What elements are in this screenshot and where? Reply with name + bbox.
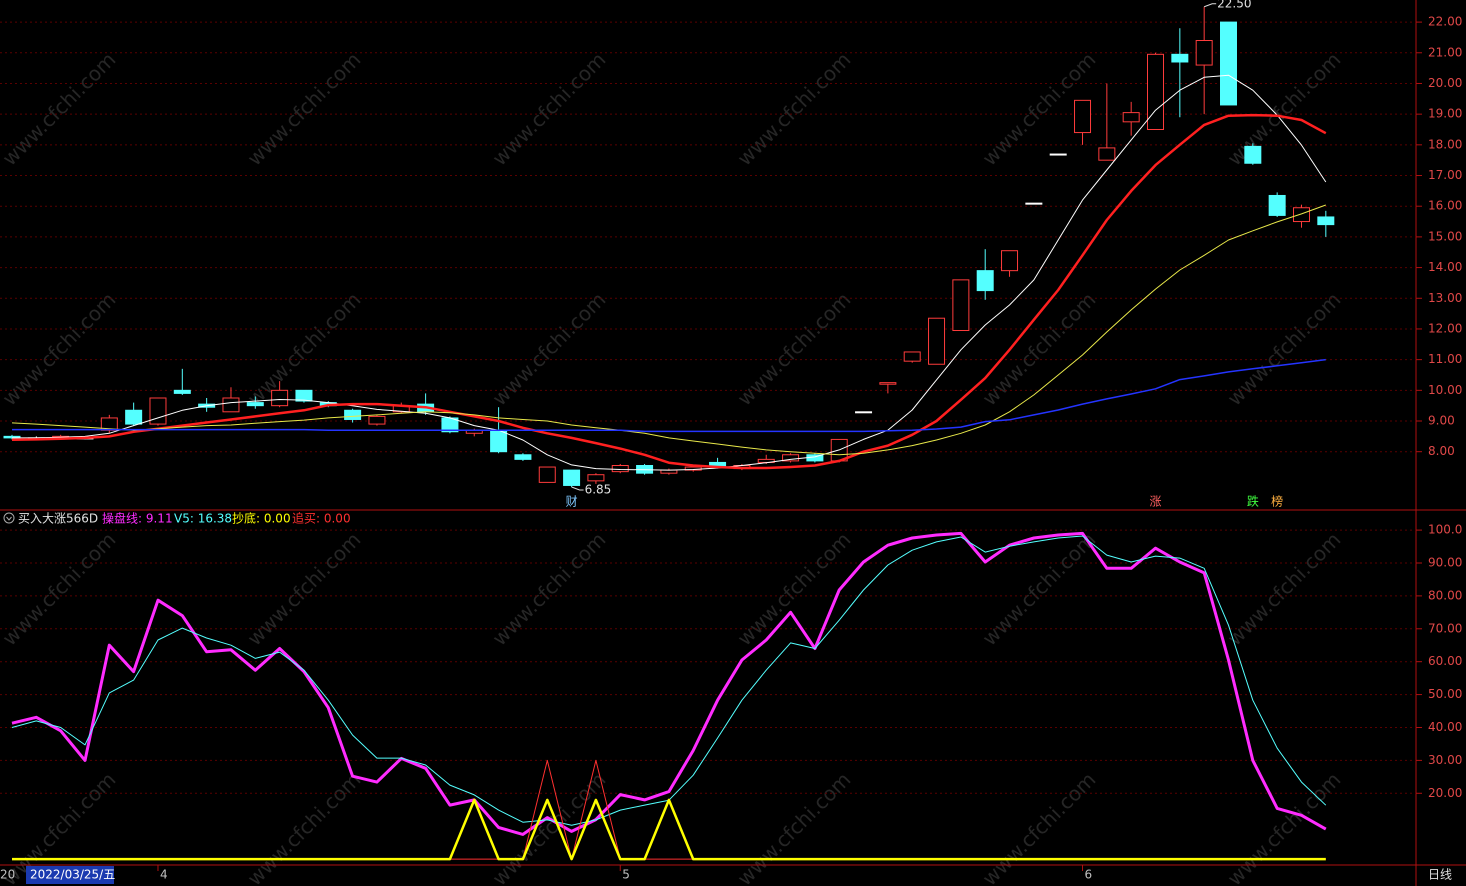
series-line bbox=[12, 798, 1326, 861]
annotation-pointer bbox=[1203, 3, 1217, 8]
y-tick-label: 100.0 bbox=[1428, 523, 1462, 537]
series-line bbox=[11, 531, 1327, 836]
candle-body bbox=[1074, 99, 1092, 134]
candle-body bbox=[1195, 40, 1213, 66]
candle-body bbox=[538, 466, 556, 483]
candle-body bbox=[1025, 202, 1043, 205]
signal-label: 榜 bbox=[1271, 494, 1283, 509]
candle-body bbox=[271, 389, 289, 407]
x-tick-label: 6 bbox=[1085, 868, 1093, 882]
indicator-icon[interactable] bbox=[3, 512, 15, 524]
candle-body bbox=[952, 279, 970, 331]
candle-body bbox=[879, 382, 897, 385]
y-tick-label: 70.00 bbox=[1428, 621, 1462, 635]
indicator-title: 买入大涨566D bbox=[18, 511, 98, 526]
y-tick-label: 60.00 bbox=[1428, 654, 1462, 668]
x-tick-label: 4 bbox=[160, 868, 168, 882]
candle-body bbox=[1049, 153, 1067, 156]
legend-item: 操盘线: 9.11 bbox=[102, 511, 173, 526]
x-tick-label: 5 bbox=[622, 868, 630, 882]
y-tick-label: 19.00 bbox=[1428, 107, 1462, 121]
candle-body bbox=[490, 429, 508, 453]
candle-body bbox=[149, 397, 167, 425]
y-tick-label: 21.00 bbox=[1428, 45, 1462, 59]
y-tick-label: 14.00 bbox=[1428, 260, 1462, 274]
candle-body bbox=[563, 469, 581, 486]
y-tick-label: 8.00 bbox=[1428, 444, 1455, 458]
candle-body bbox=[1268, 194, 1286, 216]
legend-item: 抄底: 0.00 bbox=[232, 511, 291, 526]
signal-label: 跌 bbox=[1247, 494, 1259, 509]
annotation-pointer bbox=[571, 486, 584, 491]
candle-body bbox=[1147, 53, 1165, 130]
candle-body bbox=[344, 409, 362, 420]
y-tick-label: 30.00 bbox=[1428, 753, 1462, 767]
candle-body bbox=[1098, 147, 1116, 161]
candle-body bbox=[222, 397, 240, 413]
y-tick-label: 50.00 bbox=[1428, 687, 1462, 701]
signal-label: 涨 bbox=[1150, 494, 1162, 509]
series-line bbox=[12, 74, 1327, 471]
y-tick-label: 16.00 bbox=[1428, 199, 1462, 213]
y-tick-label: 22.00 bbox=[1428, 15, 1462, 29]
y-tick-label: 17.00 bbox=[1428, 168, 1462, 182]
candle-body bbox=[855, 411, 873, 414]
candle-body bbox=[782, 454, 800, 462]
candle-body bbox=[1244, 145, 1262, 164]
candle-body bbox=[928, 317, 946, 365]
y-tick-label: 80.00 bbox=[1428, 588, 1462, 602]
candle-body bbox=[976, 270, 994, 292]
y-tick-label: 13.00 bbox=[1428, 291, 1462, 305]
annotation-label: 22.50 bbox=[1217, 0, 1251, 10]
y-tick-label: 40.00 bbox=[1428, 720, 1462, 734]
legend-item: V5: 16.38 bbox=[174, 512, 232, 526]
period-label[interactable]: 日线 bbox=[1428, 868, 1452, 882]
y-tick-label: 12.00 bbox=[1428, 321, 1462, 335]
indicator-icon-arrow bbox=[6, 516, 12, 521]
candle-body bbox=[514, 454, 532, 460]
annotation-label: 6.85 bbox=[585, 482, 612, 496]
candle-body bbox=[1292, 207, 1310, 223]
y-tick-label: 20.00 bbox=[1428, 786, 1462, 800]
candle-body bbox=[587, 474, 605, 482]
y-tick-label: 9.00 bbox=[1428, 414, 1455, 428]
candle-body bbox=[368, 415, 386, 425]
candle-body bbox=[611, 465, 629, 473]
x-axis-start: 20 bbox=[0, 868, 15, 882]
candle-body bbox=[1220, 21, 1237, 106]
series-line bbox=[11, 113, 1327, 470]
y-tick-label: 20.00 bbox=[1428, 76, 1462, 90]
y-tick-label: 15.00 bbox=[1428, 229, 1462, 243]
date-box bbox=[26, 866, 114, 884]
candle-body bbox=[903, 351, 921, 362]
candle-body bbox=[1001, 250, 1019, 272]
candle-body bbox=[1317, 216, 1335, 226]
candle-body bbox=[1171, 53, 1189, 63]
series-line bbox=[11, 204, 1326, 456]
series-line bbox=[12, 358, 1326, 433]
candle-body bbox=[246, 402, 264, 407]
candle-body bbox=[125, 409, 143, 425]
y-tick-label: 10.00 bbox=[1428, 383, 1462, 397]
y-tick-label: 18.00 bbox=[1428, 137, 1462, 151]
candle-body bbox=[173, 389, 191, 394]
y-tick-label: 90.00 bbox=[1428, 555, 1462, 569]
candle-body bbox=[1122, 112, 1140, 123]
candle-body bbox=[295, 389, 313, 402]
y-tick-label: 11.00 bbox=[1428, 352, 1462, 366]
legend-item: 追买: 0.00 bbox=[292, 511, 351, 526]
cursor-date: 2022/03/25/五 bbox=[30, 868, 115, 882]
signal-label: 财 bbox=[566, 495, 578, 509]
